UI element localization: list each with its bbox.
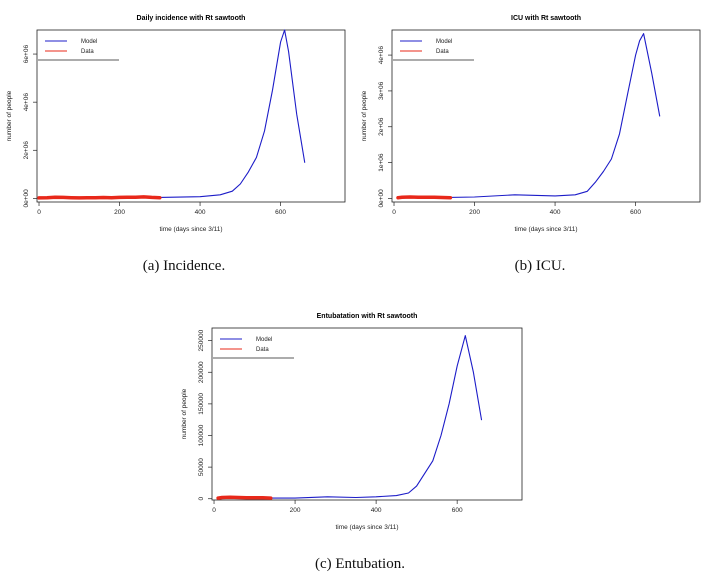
entubation-x-tick-label: 400 [371,507,382,514]
incidence-x-axis-label: time (days since 3/11) [159,226,222,233]
entubation-chart: Entubatation with Rt sawtooth 0 200 400 600 0… [181,313,523,531]
entubation-y-tick-label: 200000 [198,361,205,383]
entubation-legend-label-model: Model [256,337,272,343]
icu-y-tick-label: 3e+06 [378,81,385,100]
icu-title: ICU with Rt sawtooth [511,15,581,22]
icu-y-tick-label: 1e+06 [378,153,385,172]
incidence-y-tick-label: 2e+06 [23,141,30,160]
incidence-y-tick-label: 4e+06 [23,93,30,112]
entubation-legend-label-data: Data [256,347,269,353]
icu-x-tick-label: 600 [630,209,641,216]
icu-y-tick-label: 4e+06 [378,46,385,65]
icu-chart: ICU with Rt sawtooth 0 200 400 600 0e+00 1e+06… [361,15,701,233]
incidence-x-tick-label: 600 [275,209,286,216]
caption-entubation: (c) Entubation. [315,556,405,572]
icu-x-tick-label: 200 [469,209,480,216]
entubation-x-axis-label: time (days since 3/11) [335,524,398,531]
incidence-title: Daily incidence with Rt sawtooth [137,15,246,22]
icu-legend-label-data: Data [436,49,449,55]
icu-y-tick-label: 2e+06 [378,117,385,136]
entubation-y-tick-label: 100000 [198,424,205,446]
entubation-y-tick-label: 250000 [198,329,205,351]
entubation-y-axis-label: number of people [181,388,188,439]
caption-icu: (b) ICU. [515,258,566,274]
entubation-x-tick-label: 600 [452,507,463,514]
icu-plot-frame [391,29,701,203]
icu-x-tick-label: 400 [550,209,561,216]
incidence-chart: Daily incidence with Rt sawtooth 0 200 400 6… [6,15,346,233]
incidence-y-tick-label: 0e+00 [23,189,30,208]
incidence-x-tick-label: 200 [114,209,125,216]
icu-x-axis-label: time (days since 3/11) [514,226,577,233]
caption-incidence: (a) Incidence. [143,258,225,274]
entubation-title: Entubatation with Rt sawtooth [317,313,418,320]
icu-x-tick-label: 0 [392,209,396,216]
incidence-series-data-line [37,195,162,200]
entubation-series-model-line [217,335,483,499]
icu-y-axis-label: number of people [361,90,368,141]
icu-series-model-line [397,33,661,199]
entubation-x-tick-label: 0 [212,507,216,514]
entubation-y-tick-label: 150000 [198,393,205,415]
entubation-y-tick-label: 50000 [198,458,205,476]
icu-y-tick-label: 0e+00 [378,189,385,208]
incidence-y-axis-label: number of people [6,90,13,141]
incidence-series-model-line [38,29,306,199]
entubation-y-tick-label: 0 [198,497,205,501]
incidence-legend-label-data: Data [81,49,94,55]
icu-legend-label-model: Model [436,39,452,45]
incidence-x-tick-label: 0 [37,209,41,216]
entubation-series-data-line [216,495,273,500]
entubation-x-tick-label: 200 [290,507,301,514]
incidence-y-tick-label: 6e+06 [23,45,30,64]
incidence-plot-frame [36,29,346,203]
icu-series-data-line [396,195,453,200]
incidence-legend-label-model: Model [81,39,97,45]
incidence-x-tick-label: 400 [195,209,206,216]
entubation-plot-frame [211,327,523,501]
